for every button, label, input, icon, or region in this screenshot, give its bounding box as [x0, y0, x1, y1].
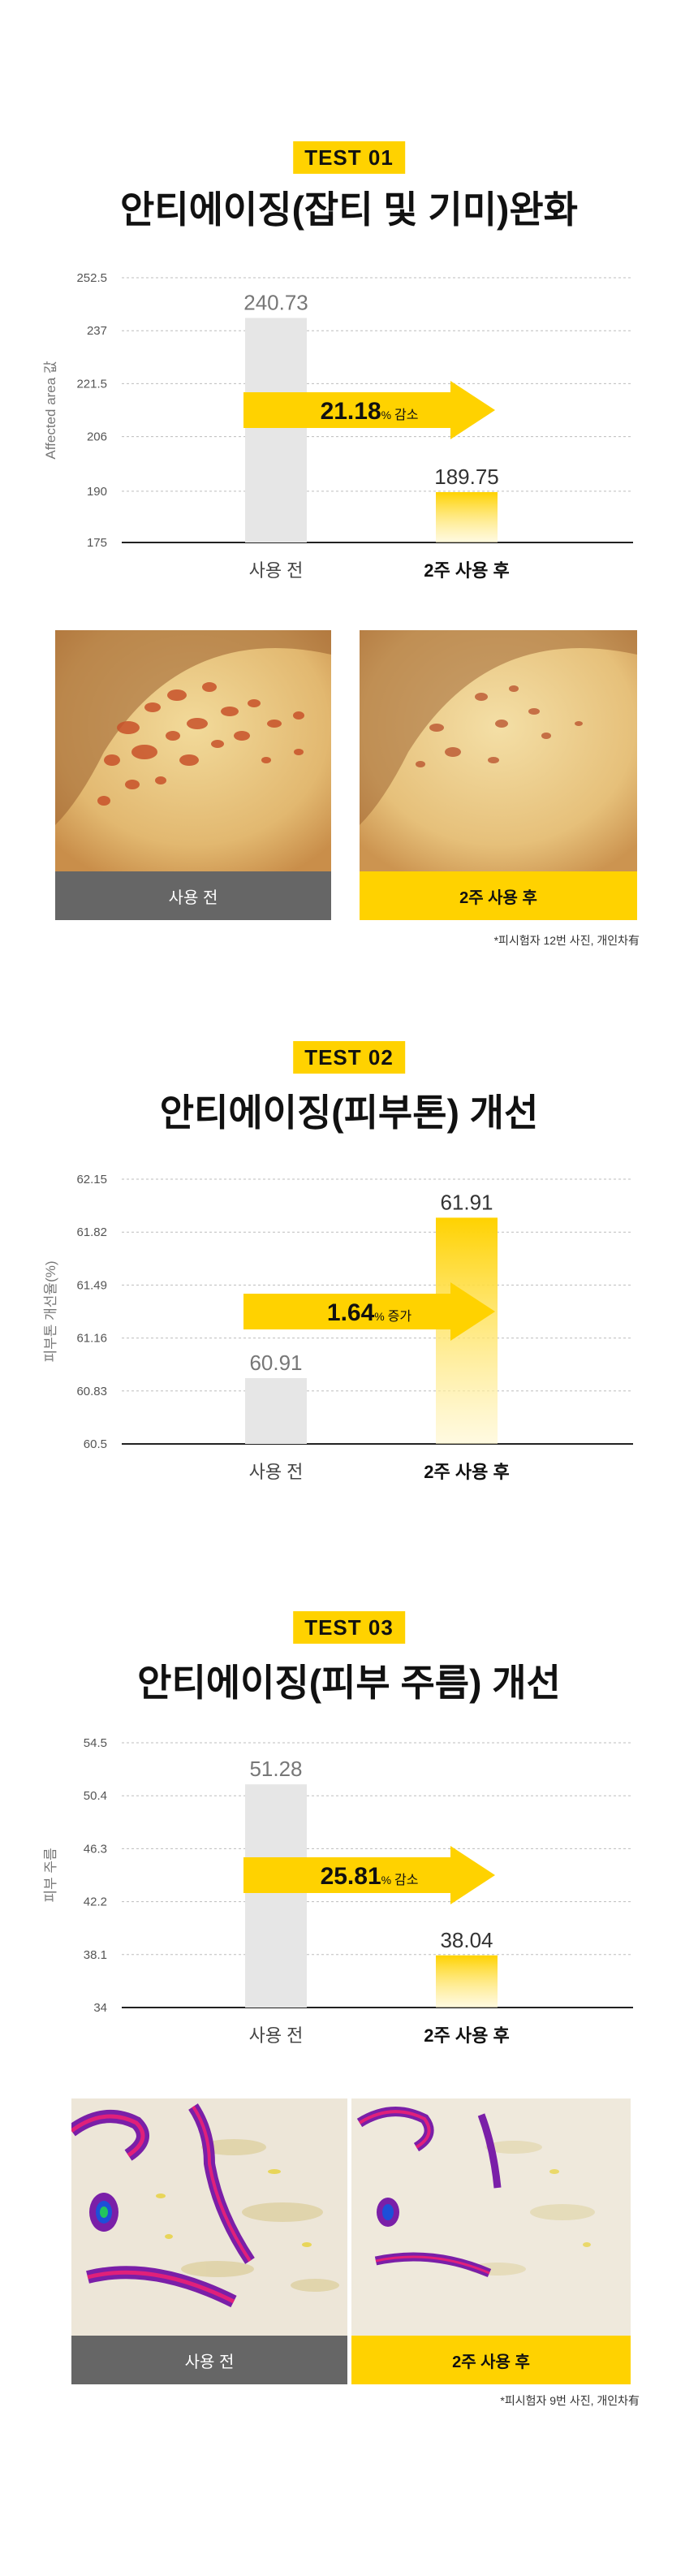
change-annotation: 21.18% 감소: [321, 398, 419, 425]
y-tick-label: 61.49: [76, 1278, 107, 1292]
x-category-label: 2주 사용 후: [424, 1462, 509, 1482]
y-tick-label: 62.15: [76, 1173, 107, 1186]
change-arrow: [243, 1846, 495, 1904]
y-axis-label: 피부 주름: [43, 1848, 58, 1902]
test-03-chart: 34 38.1 42.2 46.3 50.4 54.5 피부 주름 51.28 사용 전 38.0…: [0, 1725, 698, 2066]
test-02-tag: TEST 02: [293, 1041, 405, 1074]
spots-before-image: [55, 630, 331, 871]
bar-before: [245, 318, 307, 542]
y-tick-label: 237: [87, 324, 107, 338]
wrinkles-before-image: [71, 2098, 347, 2336]
bar-before: [245, 1377, 307, 1444]
change-text: 감소: [394, 408, 418, 422]
change-value: 1.64: [327, 1299, 375, 1326]
change-unit: %: [381, 408, 394, 421]
y-tick-label: 60.83: [76, 1385, 107, 1398]
test-03-chart-svg: 34 38.1 42.2 46.3 50.4 54.5 피부 주름 51.28 사용 전 38.0…: [43, 1736, 633, 2046]
test-03-after-photo: 2주 사용 후: [351, 2098, 631, 2384]
x-category-label: 2주 사용 후: [424, 560, 509, 581]
spots-after-image: [360, 630, 637, 871]
y-tick-label: 221.5: [76, 377, 107, 391]
bar-value-label: 189.75: [434, 465, 499, 489]
test-01-tag: TEST 01: [293, 141, 405, 174]
test-02-title: 안티에이징(피부톤) 개선: [159, 1091, 539, 1134]
y-axis-label: Affected area 값: [43, 361, 58, 460]
test-03-title: 안티에이징(피부 주름) 개선: [137, 1662, 561, 1704]
test-01-before-photo: 사용 전: [55, 630, 331, 920]
y-tick-label: 175: [87, 536, 107, 550]
change-unit: %: [374, 1310, 387, 1323]
change-value: 21.18: [321, 398, 381, 425]
bar-after: [436, 1217, 498, 1444]
change-unit: %: [381, 1874, 394, 1887]
before-label: 사용 전: [55, 871, 331, 920]
test-03-tag: TEST 03: [293, 1611, 405, 1644]
test-01-note: *피시험자 12번 사진, 개인차有: [493, 934, 640, 947]
before-label: 사용 전: [71, 2336, 347, 2384]
bar-after: [436, 1955, 498, 2008]
change-annotation: 25.81% 감소: [321, 1863, 419, 1890]
change-annotation: 1.64% 증가: [327, 1299, 411, 1326]
y-tick-label: 61.16: [76, 1332, 107, 1346]
y-tick-label: 60.5: [84, 1437, 107, 1451]
y-tick-label: 38.1: [84, 1948, 107, 1962]
wrinkles-after-image: [351, 2098, 631, 2336]
after-label: 2주 사용 후: [360, 871, 637, 920]
y-tick-label: 42.2: [84, 1895, 107, 1909]
bar-value-label: 38.04: [440, 1928, 493, 1952]
x-category-label: 2주 사용 후: [424, 2025, 509, 2046]
bar-value-label: 51.28: [249, 1757, 302, 1781]
change-arrow: [243, 381, 495, 439]
test-03-note: *피시험자 9번 사진, 개인차有: [500, 2394, 640, 2407]
test-01-after-photo: 2주 사용 후: [360, 630, 637, 920]
after-label: 2주 사용 후: [351, 2336, 631, 2384]
y-tick-label: 61.82: [76, 1225, 107, 1239]
test-02-chart: 60.5 60.83 61.16 61.49 61.82 62.15 피부톤 개선율(%) 6…: [0, 1161, 698, 1502]
x-category-label: 사용 전: [249, 560, 304, 581]
y-tick-label: 54.5: [84, 1736, 107, 1750]
test-03-before-photo: 사용 전: [71, 2098, 347, 2384]
bar-before: [245, 1784, 307, 2008]
test-02-chart-svg: 60.5 60.83 61.16 61.49 61.82 62.15 피부톤 개선율(%) 6…: [43, 1173, 633, 1482]
y-axis-label: 피부톤 개선율(%): [43, 1260, 58, 1362]
y-tick-label: 34: [93, 2001, 107, 2015]
y-tick-label: 190: [87, 485, 107, 499]
change-value: 25.81: [321, 1863, 381, 1890]
bar-value-label: 61.91: [440, 1190, 493, 1214]
change-text: 감소: [394, 1873, 418, 1887]
test-01-title: 안티에이징(잡티 및 기미)완화: [119, 188, 579, 231]
y-tick-label: 206: [87, 430, 107, 444]
y-tick-label: 252.5: [76, 271, 107, 285]
y-tick-label: 50.4: [84, 1789, 107, 1803]
bar-value-label: 60.91: [249, 1351, 302, 1375]
bar-value-label: 240.73: [243, 291, 308, 315]
x-category-label: 사용 전: [249, 1462, 304, 1482]
test-01-chart-svg: 175 190 206 221.5 237 252.5 Affected area 값 240…: [43, 271, 633, 581]
change-arrow: [243, 1282, 495, 1341]
change-text: 증가: [388, 1309, 412, 1324]
test-01-chart: 175 190 206 221.5 237 252.5 Affected area 값 240…: [0, 260, 698, 601]
bar-after: [436, 491, 498, 542]
x-category-label: 사용 전: [249, 2025, 304, 2046]
y-tick-label: 46.3: [84, 1842, 107, 1856]
